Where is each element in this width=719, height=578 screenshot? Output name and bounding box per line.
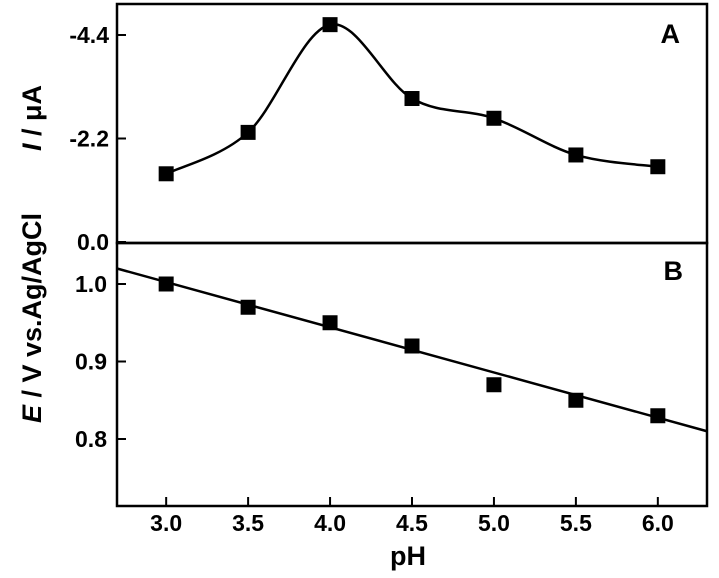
panel-b-label: B xyxy=(664,256,684,286)
panel-a-y-var: I xyxy=(17,143,47,151)
x-tick-label: 3.5 xyxy=(232,510,264,536)
panel-b-data-point xyxy=(404,338,420,354)
panel-b-frame xyxy=(115,241,709,508)
panel-b-data-point xyxy=(322,315,338,331)
panel-a-markers xyxy=(158,17,666,182)
panel-a-data-point xyxy=(486,110,502,126)
x-axis-title: pH xyxy=(390,541,426,571)
x-tick-label: 5.0 xyxy=(478,510,510,536)
x-tick-label: 4.0 xyxy=(314,510,346,536)
x-tick-label: 5.5 xyxy=(560,510,592,536)
panel-b-data-point xyxy=(158,276,174,292)
panel-b-y-tick-label: 0.9 xyxy=(75,349,107,375)
panel-a-data-point xyxy=(240,124,256,140)
panel-a-data-point xyxy=(158,166,174,182)
panel-b-y-ticks: 1.0 0.9 0.8 xyxy=(75,271,126,452)
panel-a-label: A xyxy=(661,19,681,49)
panel-a-y-unit: / μA xyxy=(17,85,47,144)
panel-a-data-point xyxy=(650,159,666,175)
panel-b-data-point xyxy=(568,392,584,408)
panel-b-y-tick-label: 0.8 xyxy=(75,426,107,452)
panel-a-frame xyxy=(115,2,709,245)
panel-a-y-axis-title: I / μA xyxy=(17,85,47,151)
panel-b-y-axis-title: E / V vs.Ag/AgCl xyxy=(17,213,47,423)
panel-b-markers xyxy=(158,276,666,424)
panel-b-y-var: E xyxy=(17,404,47,423)
panel-b-y-tick-label: 1.0 xyxy=(75,271,107,297)
panel-a-y-ticks: -4.4 -2.2 0.0 xyxy=(69,22,126,255)
panel-a-data-point xyxy=(322,17,338,33)
panel-b-data-point xyxy=(240,299,256,315)
panel-a-data-point xyxy=(404,91,420,107)
panel-a-y-tick-label: -4.4 xyxy=(69,22,109,48)
x-tick-label: 6.0 xyxy=(642,510,674,536)
panel-b-potential: B 1.0 0.9 0.8 3.0 3.5 4.0 4.5 5.0 5.5 6.0 xyxy=(75,241,709,536)
x-tick-label: 3.0 xyxy=(150,510,182,536)
panel-b-data-point xyxy=(486,377,502,393)
panel-a-data-point xyxy=(568,147,584,163)
panel-b-y-unit: / V vs.Ag/AgCl xyxy=(17,213,47,405)
panel-a-current: A -4.4 -2.2 0.0 xyxy=(69,2,709,255)
x-tick-label: 4.5 xyxy=(396,510,428,536)
panel-b-data-point xyxy=(650,408,666,424)
panel-b-x-ticks: 3.0 3.5 4.0 4.5 5.0 5.5 6.0 xyxy=(150,497,674,536)
panel-a-y-tick-label: 0.0 xyxy=(77,229,109,255)
panel-a-y-tick-label: -2.2 xyxy=(69,126,109,152)
